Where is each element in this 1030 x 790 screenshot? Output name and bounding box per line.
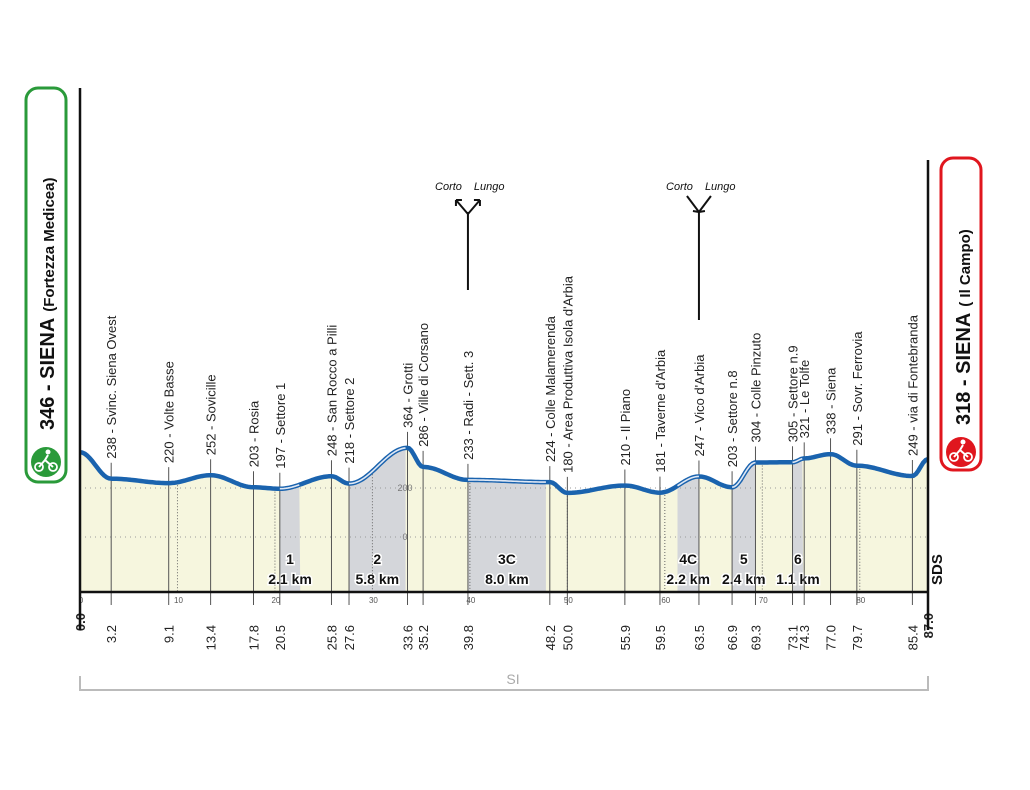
sector-length: 2.2 km (666, 571, 710, 587)
sector-length: 2.4 km (722, 571, 766, 587)
x-tick-label: 80 (856, 596, 865, 605)
grid-label: 200 (397, 483, 412, 493)
km-label: 13.4 (204, 625, 219, 650)
waypoint-label: 203 - Settore n.8 (725, 370, 740, 467)
km-label: 27.6 (342, 625, 357, 650)
fork-label-left: Corto (435, 181, 462, 193)
waypoint-label: 304 - Colle Pinzuto (748, 333, 763, 443)
sector-number: 4C (679, 551, 697, 567)
waypoint-label: 286 - Ville di Corsano (416, 323, 431, 447)
waypoint-label: 197 - Settore 1 (273, 383, 288, 469)
km-label: 20.5 (273, 625, 288, 650)
x-tick-label: 30 (369, 596, 378, 605)
km-label: 73.1 (786, 625, 801, 650)
km-label: 74.3 (797, 625, 812, 650)
sector-length: 2.1 km (268, 571, 312, 587)
gravel-line (279, 484, 300, 490)
waypoint-label: 210 - Il Piano (618, 389, 633, 466)
km-label: 77.0 (824, 625, 839, 650)
fork-label-left: Corto (666, 181, 693, 193)
x-tick-label: 70 (759, 596, 768, 605)
cyclist-start-icon (31, 447, 61, 477)
fork-label-right: Lungo (705, 181, 736, 193)
waypoint-label: 224 - Colle Malamerenda (543, 315, 558, 462)
gravel-line (731, 461, 756, 489)
gravel-line (677, 475, 699, 487)
sector-number: 1 (286, 551, 294, 567)
start-banner: 346 - SIENA (Fortezza Medicea) (24, 86, 68, 484)
waypoint-label: 291 - Sovr. Ferrovia (850, 331, 865, 446)
x-tick-label: 0 (79, 596, 84, 605)
waypoint-label: 247 - Vico d'Arbia (692, 354, 707, 457)
km-label: 55.9 (618, 625, 633, 650)
gravel-sector-4C (677, 476, 699, 592)
waypoint-label: 338 - Siena (824, 367, 839, 434)
waypoint-label: 238 - Svinc. Siena Ovest (104, 315, 119, 458)
km-label: 50.0 (560, 625, 575, 650)
svg-text:318 - SIENA( Il Campo): 318 - SIENA ( Il Campo) (953, 229, 975, 425)
finish-sublabel: ( Il Campo) (957, 229, 974, 307)
sector-number: 3C (498, 551, 516, 567)
waypoint-label: 364 - Grotti (401, 363, 416, 428)
gravel-sector-2 (349, 447, 406, 592)
sector-length: 8.0 km (485, 571, 529, 587)
km-label: 9.1 (162, 625, 177, 643)
waypoint-label: 321 - Le Tolfe (797, 360, 812, 439)
waypoint-label: 203 - Rosia (246, 400, 261, 467)
waypoint-label: 180 - Area Produttiva Isola d'Arbia (560, 275, 575, 473)
fork-split-arrow-icon (454, 199, 481, 215)
route-bracket: SI (79, 671, 929, 691)
km-label: 25.8 (324, 625, 339, 650)
x-tick-label: 20 (271, 596, 280, 605)
km-label: 17.8 (246, 625, 261, 650)
finish-label: 318 - SIENA (953, 313, 975, 425)
waypoint-label: 220 - Volte Basse (162, 361, 177, 463)
km-label: 85.4 (905, 625, 920, 650)
km-label: 48.2 (543, 625, 558, 650)
gravel-line (467, 479, 546, 483)
x-tick-label: 60 (661, 596, 670, 605)
sector-length: 1.1 km (776, 571, 820, 587)
sector-number: 2 (373, 551, 381, 567)
waypoint-label: 233 - Radi - Sett. 3 (461, 351, 476, 460)
sector-number: 5 (740, 551, 748, 567)
gravel-line (348, 447, 406, 485)
x-tick-label: 40 (466, 596, 475, 605)
gravel-line (792, 457, 803, 464)
cyclist-finish-icon (946, 437, 976, 467)
fork-merge-arrow-icon (686, 195, 712, 214)
finish-banner: 318 - SIENA ( Il Campo) (939, 156, 983, 472)
fork-label-right: Lungo (474, 181, 505, 193)
gravel-sector-6 (792, 458, 804, 592)
x-tick-label: 50 (564, 596, 573, 605)
grid-label: 0 (402, 532, 407, 542)
gravel-sector-3C (467, 479, 546, 592)
km-label: 3.2 (104, 625, 119, 643)
km-label: 69.3 (748, 625, 763, 650)
waypoint-label: 252 - Sovicille (204, 374, 219, 455)
waypoint-label: 218 - Settore 2 (342, 378, 357, 464)
km-label: 59.5 (653, 625, 668, 650)
waypoint-label: 305 - Settore n.9 (786, 345, 801, 442)
km-label: 63.5 (692, 625, 707, 650)
gravel-sector-5 (732, 462, 756, 592)
gravel-sector-1 (279, 484, 301, 592)
waypoint-label: 249 - via di Fontebranda (905, 314, 920, 456)
sector-length: 5.8 km (355, 571, 399, 587)
start-sublabel: (Fortezza Medicea) (41, 178, 58, 312)
sector-number: 6 (794, 551, 802, 567)
svg-text:346 - SIENA(Fortezza Medicea): 346 - SIENA (Fortezza Medicea) (37, 178, 59, 430)
km-label: 39.8 (461, 625, 476, 650)
km-label: 66.9 (725, 625, 740, 650)
km-label: 35.2 (416, 625, 431, 650)
waypoint-label: 248 - San Rocco a Pilli (324, 325, 339, 457)
bracket-label: SI (506, 671, 519, 687)
km-label: 79.7 (850, 625, 865, 650)
sds-logo: SDS (929, 554, 946, 585)
start-label: 346 - SIENA (37, 318, 59, 430)
waypoint-label: 181 - Taverne d'Arbia (653, 349, 668, 473)
x-tick-label: 10 (174, 596, 183, 605)
km-label: 33.6 (401, 625, 416, 650)
